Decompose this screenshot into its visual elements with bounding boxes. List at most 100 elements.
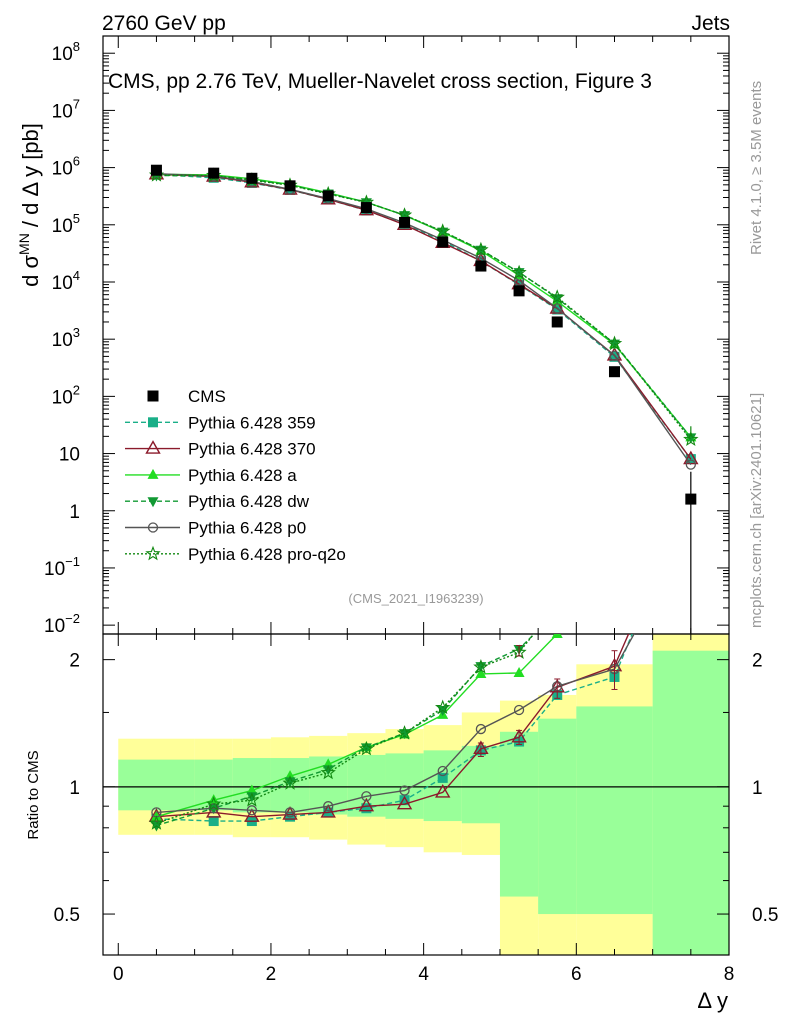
marker-square [322,190,334,202]
ratio-tick-label-right: 1 [752,778,763,799]
y-tick-label: 10 [59,445,80,466]
y-tick-label: 103 [52,325,80,351]
marker-open-circle [361,791,372,802]
marker-star [148,815,165,830]
marker-star [244,792,260,807]
header-right: Jets [691,12,730,35]
marker-down-triangle [551,294,563,305]
ratio-tick-label: 0.5 [54,905,80,926]
legend-label: Pythia 6.428 pro-q2o [188,545,346,564]
marker-open-circle [323,801,334,812]
marker-star [358,740,375,756]
marker-square [608,366,620,378]
ratio-tick-label-right: 0.5 [752,905,778,926]
watermark: (CMS_2021_I1963239) [348,591,483,606]
marker-down-triangle [147,497,159,508]
marker-square [150,164,162,176]
x-tick-label: 6 [571,964,582,985]
band-inner [652,650,729,955]
marker-open-triangle [145,440,161,454]
marker-down-triangle [685,433,697,444]
marker-triangle [147,468,159,479]
y-tick-label: 106 [52,154,80,180]
marker-star [549,289,565,304]
marker-open-circle [147,522,159,533]
x-tick-label: 4 [418,964,429,985]
marker-open-triangle [435,784,451,798]
ratio-bands [103,634,729,955]
marker-star [473,659,489,674]
ratio-tick-label-right: 2 [752,651,763,672]
ratio-series [148,634,635,832]
marker-star [396,725,413,740]
marker-open-circle [609,350,620,361]
marker-open-circle [552,303,563,314]
marker-star [606,335,623,351]
marker-square [361,803,372,814]
main-plot-frame: 10−2 10−1 1 10 102 103 104 105 106 107 108 [44,35,730,637]
legend-label: Pythia 6.428 359 [188,413,316,432]
chart-title: CMS, pp 2.76 TeV, Mueller-Navelet cross … [108,70,652,93]
y-tick-label: 104 [52,268,80,294]
legend: CMS Pythia 6.428 359 Pythia 6.428 370 Pythi… [125,387,346,564]
marker-triangle [551,634,563,638]
marker-square [360,202,372,214]
marker-star [434,223,451,238]
marker-square [475,260,487,272]
marker-square [148,417,158,428]
marker-down-triangle [284,777,296,788]
ratio-axis-label: Ratio to CMS [25,750,42,839]
y-tick-label: 105 [52,211,80,237]
marker-open-circle [399,785,410,796]
marker-down-triangle [322,765,334,776]
legend-label: Pythia 6.428 p0 [188,519,306,538]
x-tick-label: 0 [113,964,124,985]
marker-star [511,264,527,280]
band-inner [538,718,577,915]
legend-label: Pythia 6.428 a [188,466,297,485]
marker-down-triangle [437,227,449,238]
marker-square [284,180,296,192]
y-tick-label: 10−1 [44,554,80,580]
ratio-plot-frame: 0 2 4 6 8 0.5 0.5 1 1 2 2 [54,633,778,985]
marker-square [246,172,258,184]
marker-square [399,216,411,228]
x-tick-label: 2 [266,964,277,985]
series-line [156,173,692,438]
y-tick-label: 102 [52,382,80,408]
mcplots-label: mcplots.cern.ch [arXiv:2401.10621] [748,393,765,628]
marker-star [145,545,161,561]
x-axis-label: Δ y [697,988,728,1013]
y-tick-label: 10−2 [44,611,80,637]
marker-open-circle [284,807,296,818]
marker-square [208,167,220,179]
ratio-tick-label: 1 [69,778,80,799]
series-line [156,174,692,438]
marker-down-triangle [246,792,258,803]
marker-square [147,390,159,402]
marker-triangle [475,667,487,678]
marker-open-triangle [320,803,336,818]
marker-square [551,316,563,328]
main-series [148,164,699,634]
marker-star [206,796,222,811]
ratio-frame-box [102,633,730,956]
band-inner [576,706,653,915]
marker-triangle [513,666,525,677]
marker-open-triangle [282,806,298,820]
legend-label: Pythia 6.428 dw [188,492,310,511]
marker-open-circle [437,765,448,777]
marker-star [683,431,699,447]
y-tick-label: 108 [52,39,80,65]
ratio-tick-label: 2 [69,651,80,672]
marker-square [208,816,219,827]
marker-open-circle [475,723,487,735]
band-inner [461,745,500,824]
marker-square [552,304,563,315]
y-tick-label: 1 [69,502,80,523]
x-tick-label: 8 [724,964,735,985]
marker-square [513,285,525,297]
marker-star [473,241,489,257]
rivet-label: Rivet 4.1.0, ≥ 3.5M events [748,81,765,255]
marker-open-circle [685,459,696,470]
